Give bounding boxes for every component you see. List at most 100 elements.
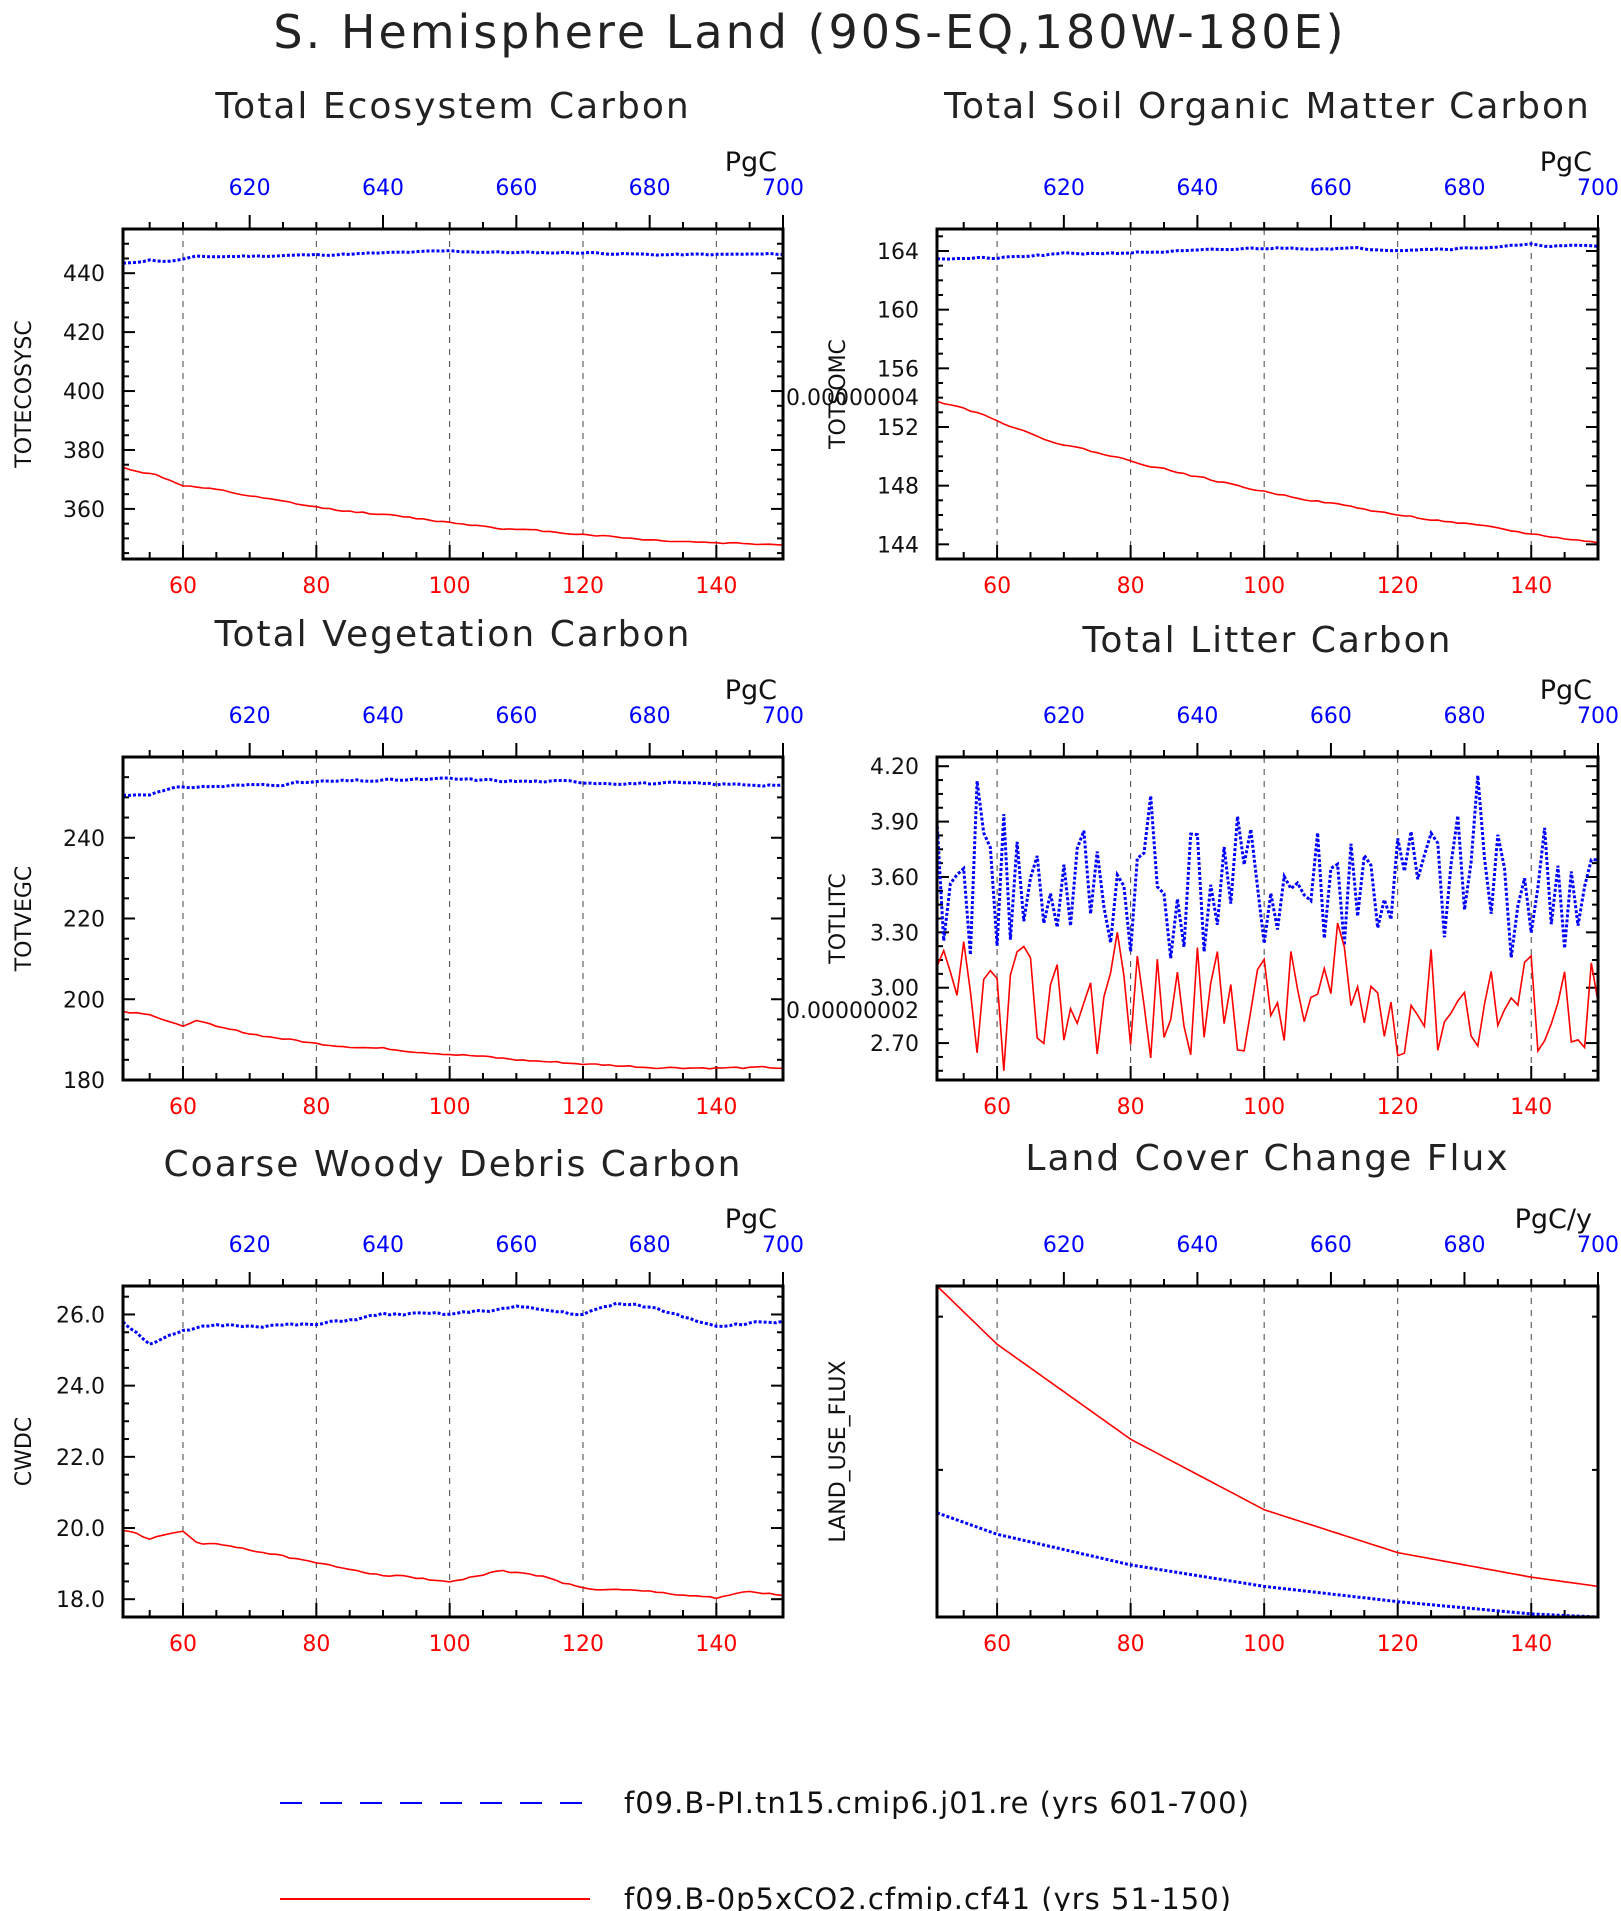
legend-label: f09.B-PI.tn15.cmip6.j01.re (yrs 601-700) — [624, 1786, 1250, 1820]
panel-title: Total Ecosystem Carbon — [214, 86, 690, 127]
x-tick-label: 120 — [562, 574, 604, 599]
top-tick-label: 680 — [629, 1233, 671, 1258]
x-tick-label: 60 — [169, 1095, 197, 1120]
panel-title: Coarse Woody Debris Carbon — [164, 1144, 743, 1185]
top-tick-label: 660 — [495, 704, 537, 729]
y-tick-label: 3.30 — [870, 921, 919, 946]
y-axis-label: TOTVEGC — [12, 866, 37, 973]
top-tick-label: 620 — [1043, 704, 1085, 729]
top-tick-label: 660 — [1310, 1233, 1352, 1258]
y-tick-label: 220 — [63, 908, 105, 933]
series-line-pi — [937, 775, 1598, 959]
top-tick-label: 680 — [629, 176, 671, 201]
y-axis-label: TOTECOSYSC — [12, 320, 37, 469]
y-tick-label: 360 — [63, 498, 105, 523]
series-line-0p5xco2 — [937, 1286, 1598, 1588]
series-line-pi — [123, 776, 783, 797]
top-tick-label: 700 — [1577, 704, 1619, 729]
panels: Total Ecosystem Carbon PgC TOTECOSYSC 60 80 1… — [12, 86, 1619, 1657]
series-line-pi — [123, 1301, 783, 1346]
plot-frame — [121, 227, 785, 561]
y-axis-label: TOTSOMC — [826, 339, 851, 450]
y-tick-label: 148 — [877, 475, 919, 500]
x-tick-label: 120 — [1377, 1095, 1419, 1120]
top-tick-label: 660 — [1310, 176, 1352, 201]
x-tick-label: 60 — [169, 574, 197, 599]
panel-title: Total Soil Organic Matter Carbon — [943, 86, 1591, 127]
chart-panel: Total Litter Carbon PgC TOTLITC 60 80 100 120 1… — [826, 620, 1619, 1120]
figure-title: S. Hemisphere Land (90S-EQ,180W-180E) — [273, 5, 1346, 59]
top-tick-label: 700 — [1577, 176, 1619, 201]
units-label: PgC — [725, 675, 777, 706]
x-tick-label: 60 — [169, 1632, 197, 1657]
x-tick-label: 120 — [1377, 1632, 1419, 1657]
plot-frame — [121, 755, 785, 1082]
y-tick-label: 200 — [63, 988, 105, 1013]
x-tick-label: 100 — [429, 574, 471, 599]
x-tick-label: 140 — [1510, 574, 1552, 599]
x-tick-label: 60 — [983, 574, 1011, 599]
top-tick-label: 620 — [1043, 176, 1085, 201]
chart-panel: Total Soil Organic Matter Carbon PgC TOTSO… — [826, 86, 1619, 599]
y-tick-label: 240 — [63, 827, 105, 852]
x-tick-label: 140 — [695, 1095, 737, 1120]
x-tick-label: 80 — [302, 1095, 330, 1120]
chart-panel: Total Ecosystem Carbon PgC TOTECOSYSC 60 80 1… — [12, 86, 804, 599]
top-tick-label: 680 — [1443, 704, 1485, 729]
y-tick-label: 3.60 — [870, 866, 919, 891]
top-tick-label: 660 — [495, 176, 537, 201]
top-tick-label: 680 — [629, 704, 671, 729]
y-tick-label: 152 — [877, 416, 919, 441]
legend-label: f09.B-0p5xCO2.cfmip.cf41 (yrs 51-150) — [624, 1882, 1232, 1911]
y-tick-label: 18.0 — [56, 1588, 105, 1613]
x-tick-label: 120 — [1377, 574, 1419, 599]
top-tick-label: 620 — [229, 704, 271, 729]
series-line-0p5xco2 — [937, 400, 1598, 544]
y-tick-label: 180 — [63, 1069, 105, 1094]
x-tick-label: 100 — [429, 1632, 471, 1657]
chart-panel: Coarse Woody Debris Carbon PgC CWDC 60 80 100… — [12, 1144, 804, 1657]
top-tick-label: 640 — [362, 704, 404, 729]
units-label: PgC — [1540, 675, 1592, 706]
top-tick-label: 640 — [1176, 704, 1218, 729]
y-axis-label: TOTLITC — [826, 873, 851, 964]
panel-title: Total Vegetation Carbon — [214, 614, 692, 655]
top-tick-label: 620 — [229, 176, 271, 201]
top-tick-label: 680 — [1443, 176, 1485, 201]
y-tick-label: 144 — [877, 533, 919, 558]
y-tick-label: 26.0 — [56, 1303, 105, 1328]
top-tick-label: 620 — [229, 1233, 271, 1258]
y-tick-label: 420 — [63, 321, 105, 346]
y-tick-label: 24.0 — [56, 1375, 105, 1400]
top-tick-label: 640 — [1176, 1233, 1218, 1258]
plot-frame — [935, 1284, 1600, 1619]
y-tick-label: 20.0 — [56, 1517, 105, 1542]
top-tick-label: 700 — [1577, 1233, 1619, 1258]
x-tick-label: 120 — [562, 1632, 604, 1657]
x-tick-label: 100 — [1243, 1632, 1285, 1657]
y-tick-label: 3.90 — [870, 811, 919, 836]
top-tick-label: 680 — [1443, 1233, 1485, 1258]
y-tick-label: 400 — [63, 380, 105, 405]
x-tick-label: 140 — [1510, 1632, 1552, 1657]
x-tick-label: 140 — [1510, 1095, 1552, 1120]
y-tick-label: 22.0 — [56, 1446, 105, 1471]
series-line-0p5xco2 — [123, 1010, 783, 1070]
x-tick-label: 80 — [302, 1632, 330, 1657]
x-tick-label: 80 — [1117, 1095, 1145, 1120]
chart-panel: Total Vegetation Carbon PgC TOTVEGC 60 80 100… — [12, 614, 804, 1120]
top-tick-label: 700 — [762, 176, 804, 201]
series-line-pi — [123, 249, 783, 265]
top-tick-label: 640 — [1176, 176, 1218, 201]
y-tick-label: 3.00 — [870, 977, 919, 1002]
y-tick-label: 160 — [877, 299, 919, 324]
y-tick-label: 0.00000002 — [786, 999, 919, 1024]
y-tick-label: 2.70 — [870, 1032, 919, 1057]
legend: f09.B-PI.tn15.cmip6.j01.re (yrs 601-700)… — [280, 1786, 1250, 1911]
units-label: PgC — [725, 1204, 777, 1235]
y-tick-label: 156 — [877, 357, 919, 382]
top-tick-label: 640 — [362, 176, 404, 201]
x-tick-label: 60 — [983, 1632, 1011, 1657]
top-tick-label: 660 — [1310, 704, 1352, 729]
